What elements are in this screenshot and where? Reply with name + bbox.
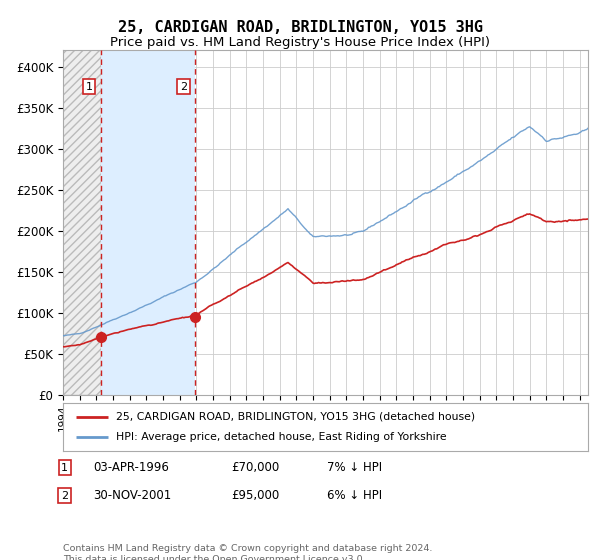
Text: 25, CARDIGAN ROAD, BRIDLINGTON, YO15 3HG: 25, CARDIGAN ROAD, BRIDLINGTON, YO15 3HG <box>118 20 482 35</box>
Text: 25, CARDIGAN ROAD, BRIDLINGTON, YO15 3HG (detached house): 25, CARDIGAN ROAD, BRIDLINGTON, YO15 3HG… <box>115 412 475 422</box>
Text: £95,000: £95,000 <box>231 489 279 502</box>
Text: £70,000: £70,000 <box>231 461 279 474</box>
Text: HPI: Average price, detached house, East Riding of Yorkshire: HPI: Average price, detached house, East… <box>115 432 446 442</box>
Text: 2: 2 <box>61 491 68 501</box>
Text: 03-APR-1996: 03-APR-1996 <box>93 461 169 474</box>
Text: 7% ↓ HPI: 7% ↓ HPI <box>327 461 382 474</box>
Text: Price paid vs. HM Land Registry's House Price Index (HPI): Price paid vs. HM Land Registry's House … <box>110 36 490 49</box>
Text: 6% ↓ HPI: 6% ↓ HPI <box>327 489 382 502</box>
Text: 2: 2 <box>180 82 187 92</box>
Text: 30-NOV-2001: 30-NOV-2001 <box>93 489 171 502</box>
Text: 1: 1 <box>61 463 68 473</box>
Text: 1: 1 <box>85 82 92 92</box>
Text: Contains HM Land Registry data © Crown copyright and database right 2024.
This d: Contains HM Land Registry data © Crown c… <box>63 544 433 560</box>
Bar <box>101 50 195 395</box>
Bar <box>63 50 101 395</box>
